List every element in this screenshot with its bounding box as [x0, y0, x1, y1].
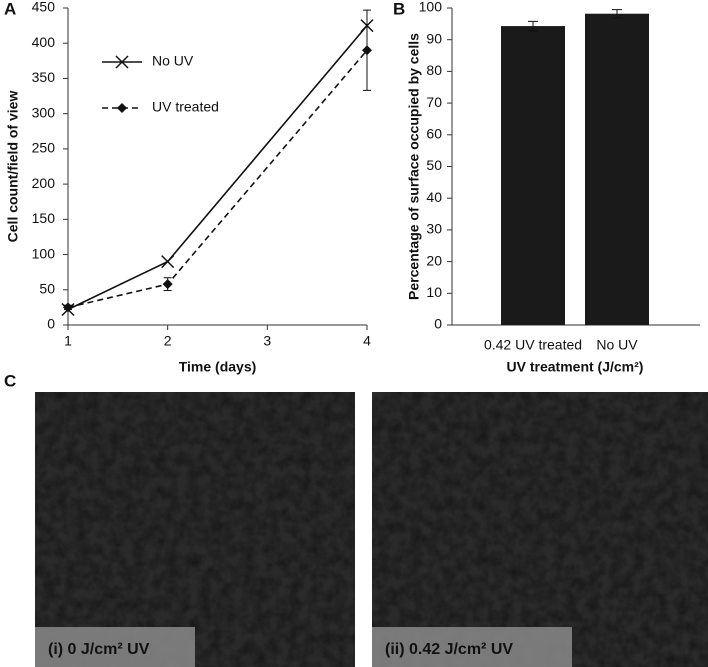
panel-label: B	[393, 0, 405, 18]
bar	[501, 26, 565, 325]
y-tick-label: 350	[32, 69, 56, 85]
marker	[162, 279, 173, 290]
y-tick-label: 200	[32, 175, 56, 191]
legend-marker	[115, 55, 129, 69]
x-tick-label: 2	[164, 333, 172, 349]
legend-label: No UV	[152, 53, 194, 69]
x-tick-label: 1	[64, 333, 72, 349]
y-tick-label: 0	[47, 316, 55, 332]
y-tick-label: 250	[32, 140, 56, 156]
y-tick-label: 300	[32, 104, 56, 120]
bar	[585, 13, 649, 326]
x-tick-label: 3	[263, 333, 271, 349]
line	[67, 49, 368, 309]
y-tick-label: 40	[426, 189, 442, 205]
y-tick-label: 90	[426, 30, 442, 46]
y-tick-label: 400	[32, 34, 56, 50]
y-tick-label: 0	[434, 316, 442, 332]
y-tick-label: 30	[426, 221, 442, 237]
error-bar	[528, 20, 538, 32]
line	[67, 25, 368, 311]
marker	[362, 45, 372, 56]
y-tick-label: 20	[426, 252, 442, 268]
legend-marker	[117, 103, 127, 113]
y-tick-label: 50	[426, 157, 442, 173]
y-tick-label: 450	[32, 0, 56, 15]
y-tick-label: 80	[426, 62, 442, 78]
y-tick-label: 100	[419, 0, 443, 15]
y-tick-label: 150	[32, 210, 56, 226]
error-bar	[612, 9, 622, 19]
marker	[161, 255, 175, 269]
y-axis-title: Percentage of surface occupied by cells	[406, 33, 422, 300]
micrograph: (i) 0 J/cm² UV	[35, 392, 355, 667]
x-axis-title: Time (days)	[179, 359, 257, 375]
legend-label: UV treated	[152, 99, 219, 115]
x-tick-label: No UV	[596, 337, 638, 353]
micrograph: (ii) 0.42 J/cm² UV	[372, 392, 708, 667]
x-tick-label: 4	[363, 333, 371, 349]
y-tick-label: 10	[426, 284, 442, 300]
panel-label: A	[4, 0, 16, 18]
x-axis-title: UV treatment (J/cm²)	[507, 359, 644, 375]
marker	[63, 302, 73, 313]
image-caption: (i) 0 J/cm² UV	[48, 641, 150, 658]
y-axis-title: Cell count/field of view	[5, 91, 21, 243]
panel-label: C	[4, 371, 16, 390]
y-tick-label: 50	[39, 280, 55, 296]
y-tick-label: 100	[32, 245, 56, 261]
x-tick-label: 0.42 UV treated	[484, 337, 582, 353]
y-tick-label: 70	[426, 94, 442, 110]
image-caption: (ii) 0.42 J/cm² UV	[385, 641, 513, 658]
y-tick-label: 60	[426, 126, 442, 142]
